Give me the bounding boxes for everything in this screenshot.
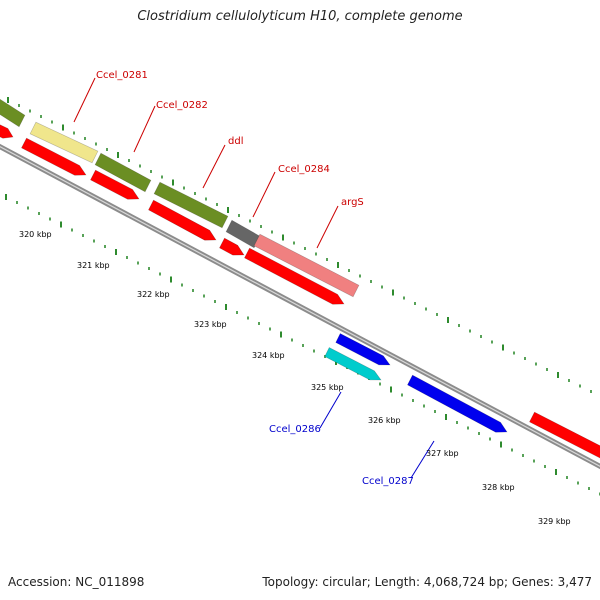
kbp-tick-label: 326 kbp	[368, 416, 401, 425]
feature-track	[0, 98, 600, 459]
kbp-tick-label: 328 kbp	[482, 483, 515, 492]
gene-box-ddl	[153, 181, 229, 229]
cds-reverse	[407, 374, 508, 433]
leader-line	[73, 77, 96, 123]
gene-label-args: argS	[341, 197, 364, 208]
cds-forward	[90, 169, 140, 200]
gene-label-ccel-0287: Ccel_0287	[362, 476, 414, 487]
kbp-tick-label: 325 kbp	[311, 383, 344, 392]
leader-line	[316, 205, 339, 249]
kbp-tick-label: 322 kbp	[137, 290, 170, 299]
cds-forward	[219, 237, 245, 256]
kbp-tick-label: 321 kbp	[77, 261, 110, 270]
gene-box-args	[253, 233, 360, 298]
tick-marks	[5, 97, 600, 496]
label-leader-lines	[73, 77, 435, 479]
gene-label-ccel-0281: Ccel_0281	[96, 70, 148, 81]
gene-label-ccel-0286: Ccel_0286	[269, 424, 321, 435]
leader-line	[202, 144, 226, 189]
kbp-tick-label: 323 kbp	[194, 320, 227, 329]
leader-line	[319, 391, 342, 429]
kbp-tick-label: 329 kbp	[538, 517, 571, 526]
cds-forward	[148, 199, 217, 241]
backbone-inner	[0, 145, 600, 468]
gene-box-ccel-0286	[324, 347, 382, 381]
gene-label-ccel-0282: Ccel_0282	[156, 100, 208, 111]
leader-line	[133, 105, 156, 153]
cds-forward	[244, 247, 345, 305]
leader-line	[252, 171, 276, 218]
gene-label-ccel-0284: Ccel_0284	[278, 164, 330, 175]
cds-reverse	[335, 333, 391, 366]
cds-forward	[529, 411, 600, 459]
gene-box-ccel-0281	[29, 121, 99, 164]
gene-box-ccel-0282	[94, 152, 152, 193]
kbp-tick-label: 320 kbp	[19, 230, 52, 239]
cds-forward	[0, 124, 14, 139]
genome-summary-text: Topology: circular; Length: 4,068,724 bp…	[262, 575, 592, 589]
gene-box-0280	[0, 98, 26, 128]
gene-label-ddl: ddl	[228, 136, 243, 147]
backbone-line	[0, 143, 600, 470]
accession-text: Accession: NC_011898	[8, 575, 145, 589]
cds-forward	[21, 137, 87, 176]
kbp-tick-label: 324 kbp	[252, 351, 285, 360]
map-title: Clostridium cellulolyticum H10, complete…	[137, 9, 463, 24]
kbp-tick-label: 327 kbp	[426, 449, 459, 458]
leader-line	[410, 440, 435, 479]
gene-box-ccel-0284	[225, 219, 261, 249]
